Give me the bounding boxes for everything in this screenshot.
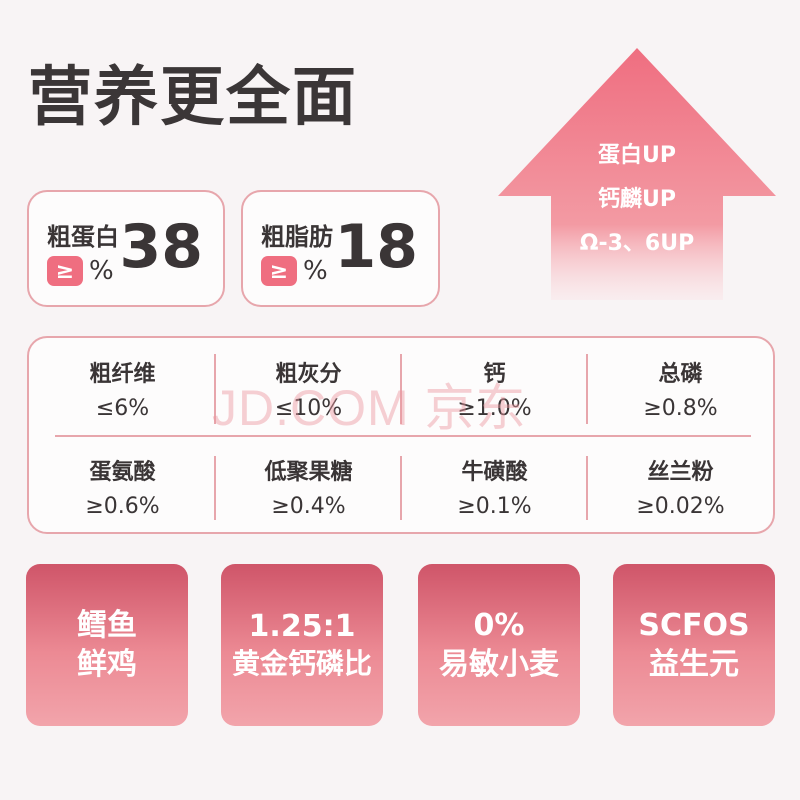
feature-tile-ca-p-ratio: 1.25:1 黄金钙磷比 <box>221 564 383 726</box>
nutrient-value: ≥0.8% <box>643 396 718 421</box>
stat-card-crude-fat: 粗脂肪 ≥ % 18 <box>241 190 440 307</box>
jd-watermark: JD.COM 京东 <box>212 380 527 436</box>
nutrient-name: 粗灰分 <box>275 362 342 387</box>
feature-tile-cod-chicken: 鳕鱼 鲜鸡 <box>26 564 188 726</box>
divider <box>214 456 216 520</box>
divider <box>586 456 588 520</box>
divider <box>55 435 751 437</box>
nutrient-cell: 总磷 ≥0.8% <box>587 356 774 421</box>
feature-line: 黄金钙磷比 <box>231 647 372 681</box>
nutrient-cell: 牛磺酸 ≥0.1% <box>401 454 588 519</box>
nutrient-name: 丝兰粉 <box>647 460 714 485</box>
feature-line: SCFOS <box>638 608 750 643</box>
gte-badge: ≥ <box>47 256 83 286</box>
arrow-text-calcium: 钙麟UP <box>598 187 676 212</box>
nutrient-cell: 丝兰粉 ≥0.02% <box>587 454 774 519</box>
nutrient-name: 钙 <box>483 362 506 387</box>
nutrient-name: 牛磺酸 <box>461 460 528 485</box>
up-arrow-icon <box>498 48 776 300</box>
nutrient-value: ≥0.4% <box>271 494 346 519</box>
gte-badge: ≥ <box>261 256 297 286</box>
nutrient-grid: 粗纤维 ≤6% 粗灰分 ≤10% 钙 ≥1.0% 总磷 ≥0.8% 蛋氨酸 ≥0… <box>27 336 775 534</box>
feature-line: 益生元 <box>649 647 739 682</box>
stat-card-crude-protein: 粗蛋白 ≥ % 38 <box>27 190 225 307</box>
stat-value: 18 <box>334 212 419 282</box>
nutrient-name: 蛋氨酸 <box>89 460 156 485</box>
feature-line: 1.25:1 <box>248 609 356 645</box>
nutrient-value: ≤6% <box>95 396 150 421</box>
nutrient-value: ≥0.02% <box>636 494 725 519</box>
nutrient-name: 粗纤维 <box>89 362 156 387</box>
feature-line: 0% <box>473 608 525 643</box>
nutrient-value: ≥0.1% <box>457 494 532 519</box>
nutrient-cell: 粗灰分 ≤10% <box>215 356 402 421</box>
arrow-text-protein: 蛋白UP <box>598 143 676 168</box>
stat-comparator: ≥ % <box>47 256 114 286</box>
stat-value: 38 <box>119 212 204 282</box>
nutrient-value: ≥0.6% <box>85 494 160 519</box>
divider <box>400 354 402 424</box>
nutrient-name: 低聚果糖 <box>264 460 353 485</box>
divider <box>214 354 216 424</box>
arrow-text-omega: Ω-3、6UP <box>579 231 695 256</box>
nutrient-cell: 蛋氨酸 ≥0.6% <box>29 454 216 519</box>
nutrient-name: 总磷 <box>658 362 703 387</box>
feature-tile-scfos: SCFOS 益生元 <box>613 564 775 726</box>
nutrient-cell: 低聚果糖 ≥0.4% <box>215 454 402 519</box>
stat-unit: % <box>89 256 114 286</box>
nutrient-cell: 钙 ≥1.0% <box>401 356 588 421</box>
nutrient-cell: 粗纤维 ≤6% <box>29 356 216 421</box>
stat-label: 粗蛋白 <box>47 223 119 251</box>
stat-unit: % <box>303 256 328 286</box>
nutrient-value: ≥1.0% <box>457 396 532 421</box>
feature-line: 易敏小麦 <box>439 647 559 682</box>
feature-line: 鲜鸡 <box>77 647 137 682</box>
divider <box>400 456 402 520</box>
stat-comparator: ≥ % <box>261 256 328 286</box>
feature-tile-no-wheat: 0% 易敏小麦 <box>418 564 580 726</box>
nutrient-value: ≤10% <box>274 396 343 421</box>
divider <box>586 354 588 424</box>
stat-label: 粗脂肪 <box>261 223 333 251</box>
page-title: 营养更全面 <box>28 61 358 135</box>
feature-line: 鳕鱼 <box>77 608 137 643</box>
